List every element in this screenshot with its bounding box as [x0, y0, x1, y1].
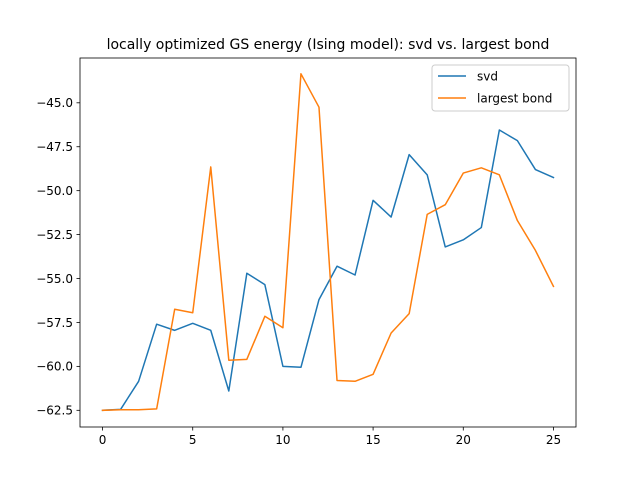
axes: 0 5 10 15 20 25 −62.5 −60.0 −57.5 −55.0 −52.5 −50.0…	[36, 57, 577, 447]
y-tick-label: −45.0	[36, 96, 73, 110]
series-line-svd	[101, 129, 555, 412]
x-tick-label: 25	[546, 433, 561, 447]
series-line-largest-bond	[101, 73, 555, 412]
y-tick-label: −47.5	[36, 140, 73, 154]
y-tick-label: −57.5	[36, 316, 73, 330]
legend-label: largest bond	[477, 92, 552, 106]
legend-box	[431, 64, 570, 112]
y-tick-label: −50.0	[36, 184, 73, 198]
y-tick-label: −62.5	[36, 404, 73, 418]
axes-frame	[79, 57, 577, 428]
y-tick-label: −60.0	[36, 360, 73, 374]
y-tick-label: −55.0	[36, 272, 73, 286]
y-tick-label: −52.5	[36, 228, 73, 242]
x-tick-label: 15	[365, 433, 380, 447]
x-tick-label: 5	[189, 433, 197, 447]
x-tick-label: 20	[456, 433, 471, 447]
plot-area	[101, 73, 555, 412]
chart-title: locally optimized GS energy (Ising model…	[107, 37, 550, 53]
legend: svd largest bond	[431, 64, 570, 112]
x-tick-label: 10	[275, 433, 290, 447]
legend-label: svd	[477, 70, 498, 84]
x-tick-label: 0	[99, 433, 107, 447]
